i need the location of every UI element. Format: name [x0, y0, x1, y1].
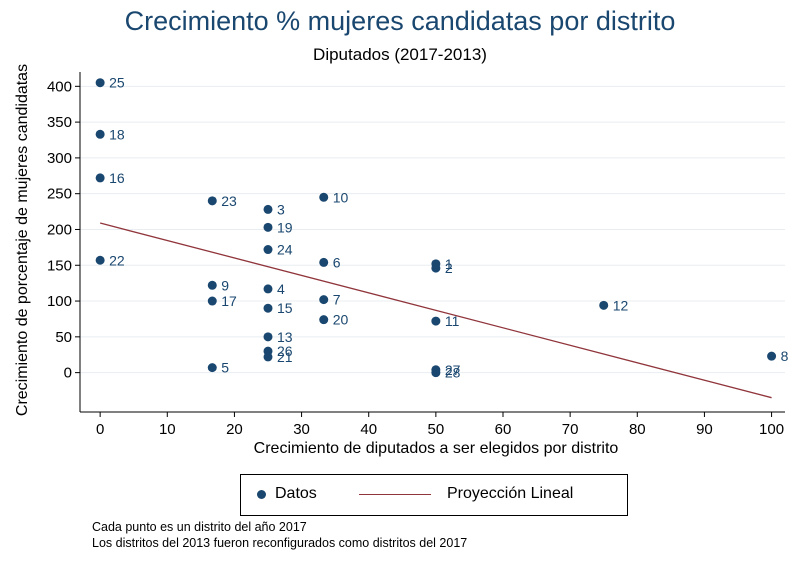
y-tick-label: 100	[47, 293, 72, 310]
x-tick-label: 80	[629, 421, 646, 438]
data-point	[431, 263, 441, 273]
data-point	[207, 280, 217, 290]
data-point-label: 19	[277, 219, 293, 235]
data-point	[207, 296, 217, 306]
x-tick-label: 50	[428, 421, 445, 438]
x-tick-label: 10	[159, 421, 176, 438]
data-points: 2518162223917531924415132621106720121127…	[95, 75, 789, 381]
data-point	[431, 368, 441, 378]
data-point	[319, 295, 329, 305]
data-point-label: 16	[109, 170, 125, 186]
data-point-label: 15	[277, 300, 293, 316]
data-point	[207, 196, 217, 206]
fit-line-group	[99, 222, 772, 399]
data-point	[263, 204, 273, 214]
x-tick-label: 90	[696, 421, 713, 438]
x-axis-label: Crecimiento de diputados a ser elegidos …	[253, 440, 619, 457]
data-point-label: 17	[221, 293, 237, 309]
data-point-label: 4	[277, 281, 285, 297]
data-point	[207, 363, 217, 373]
data-point-label: 1	[445, 256, 453, 272]
x-tick-label: 100	[759, 421, 784, 438]
data-point	[319, 192, 329, 202]
y-tick-label: 300	[47, 150, 72, 167]
x-tick-label: 30	[293, 421, 310, 438]
data-point	[599, 300, 609, 310]
chart-subtitle: Diputados (2017-2013)	[313, 45, 487, 64]
x-tick-label: 60	[495, 421, 512, 438]
data-point-label: 21	[277, 349, 293, 365]
data-point	[95, 129, 105, 139]
y-tick-label: 200	[47, 221, 72, 238]
data-point	[263, 222, 273, 232]
data-point-label: 25	[109, 75, 125, 91]
y-tick-label: 50	[55, 329, 72, 346]
gridlines	[80, 85, 785, 374]
data-point-label: 24	[277, 242, 293, 258]
legend-marker-proyeccion	[359, 494, 431, 495]
data-point-label: 9	[221, 277, 229, 293]
data-point	[263, 303, 273, 313]
note-line-2: Los distritos del 2013 fueron reconfigur…	[92, 536, 468, 550]
data-point-label: 27	[445, 362, 461, 378]
data-point	[95, 78, 105, 88]
x-tick-label: 40	[360, 421, 377, 438]
data-point	[263, 245, 273, 255]
data-point	[767, 351, 777, 361]
data-point-label: 20	[333, 312, 349, 328]
data-point	[263, 284, 273, 294]
y-tick-label: 150	[47, 257, 72, 274]
axes: 0 50 100 150 200 250 300 350 400 0 10 20 30 40 50 60 70 8…	[47, 72, 785, 438]
data-point-label: 12	[613, 297, 629, 313]
x-tick-label: 70	[562, 421, 579, 438]
chart-title: Crecimiento % mujeres candidatas por dis…	[124, 6, 676, 36]
x-tick-label: 0	[96, 421, 104, 438]
legend: Datos Proyección Lineal	[240, 474, 628, 516]
data-point	[431, 316, 441, 326]
legend-marker-datos	[257, 490, 266, 499]
legend-label-proyeccion: Proyección Lineal	[447, 485, 574, 502]
data-point-label: 23	[221, 193, 237, 209]
data-point-label: 5	[221, 360, 229, 376]
data-point-label: 6	[333, 254, 341, 270]
data-point	[319, 257, 329, 267]
data-point-label: 2	[445, 260, 453, 276]
note-line-1: Cada punto es un distrito del año 2017	[92, 520, 307, 534]
data-point-label: 13	[277, 329, 293, 345]
data-point-label: 26	[277, 343, 293, 359]
y-tick-label: 0	[64, 365, 72, 382]
data-point-label: 28	[445, 365, 461, 381]
data-point	[263, 352, 273, 362]
data-point-label: 3	[277, 201, 285, 217]
data-point	[95, 255, 105, 265]
y-tick-label: 400	[47, 78, 72, 95]
y-tick-label: 350	[47, 114, 72, 131]
legend-label-datos: Datos	[275, 485, 317, 502]
data-point-label: 10	[333, 189, 349, 205]
data-point-label: 18	[109, 126, 125, 142]
data-point-label: 22	[109, 252, 125, 268]
data-point-label: 11	[445, 313, 460, 329]
data-point	[319, 315, 329, 325]
y-tick-label: 250	[47, 186, 72, 203]
data-point-label: 8	[781, 348, 789, 364]
x-tick-label: 20	[226, 421, 243, 438]
data-point	[263, 332, 273, 342]
fit-line	[99, 222, 772, 399]
data-point	[95, 173, 105, 183]
data-point-label: 7	[333, 292, 341, 308]
